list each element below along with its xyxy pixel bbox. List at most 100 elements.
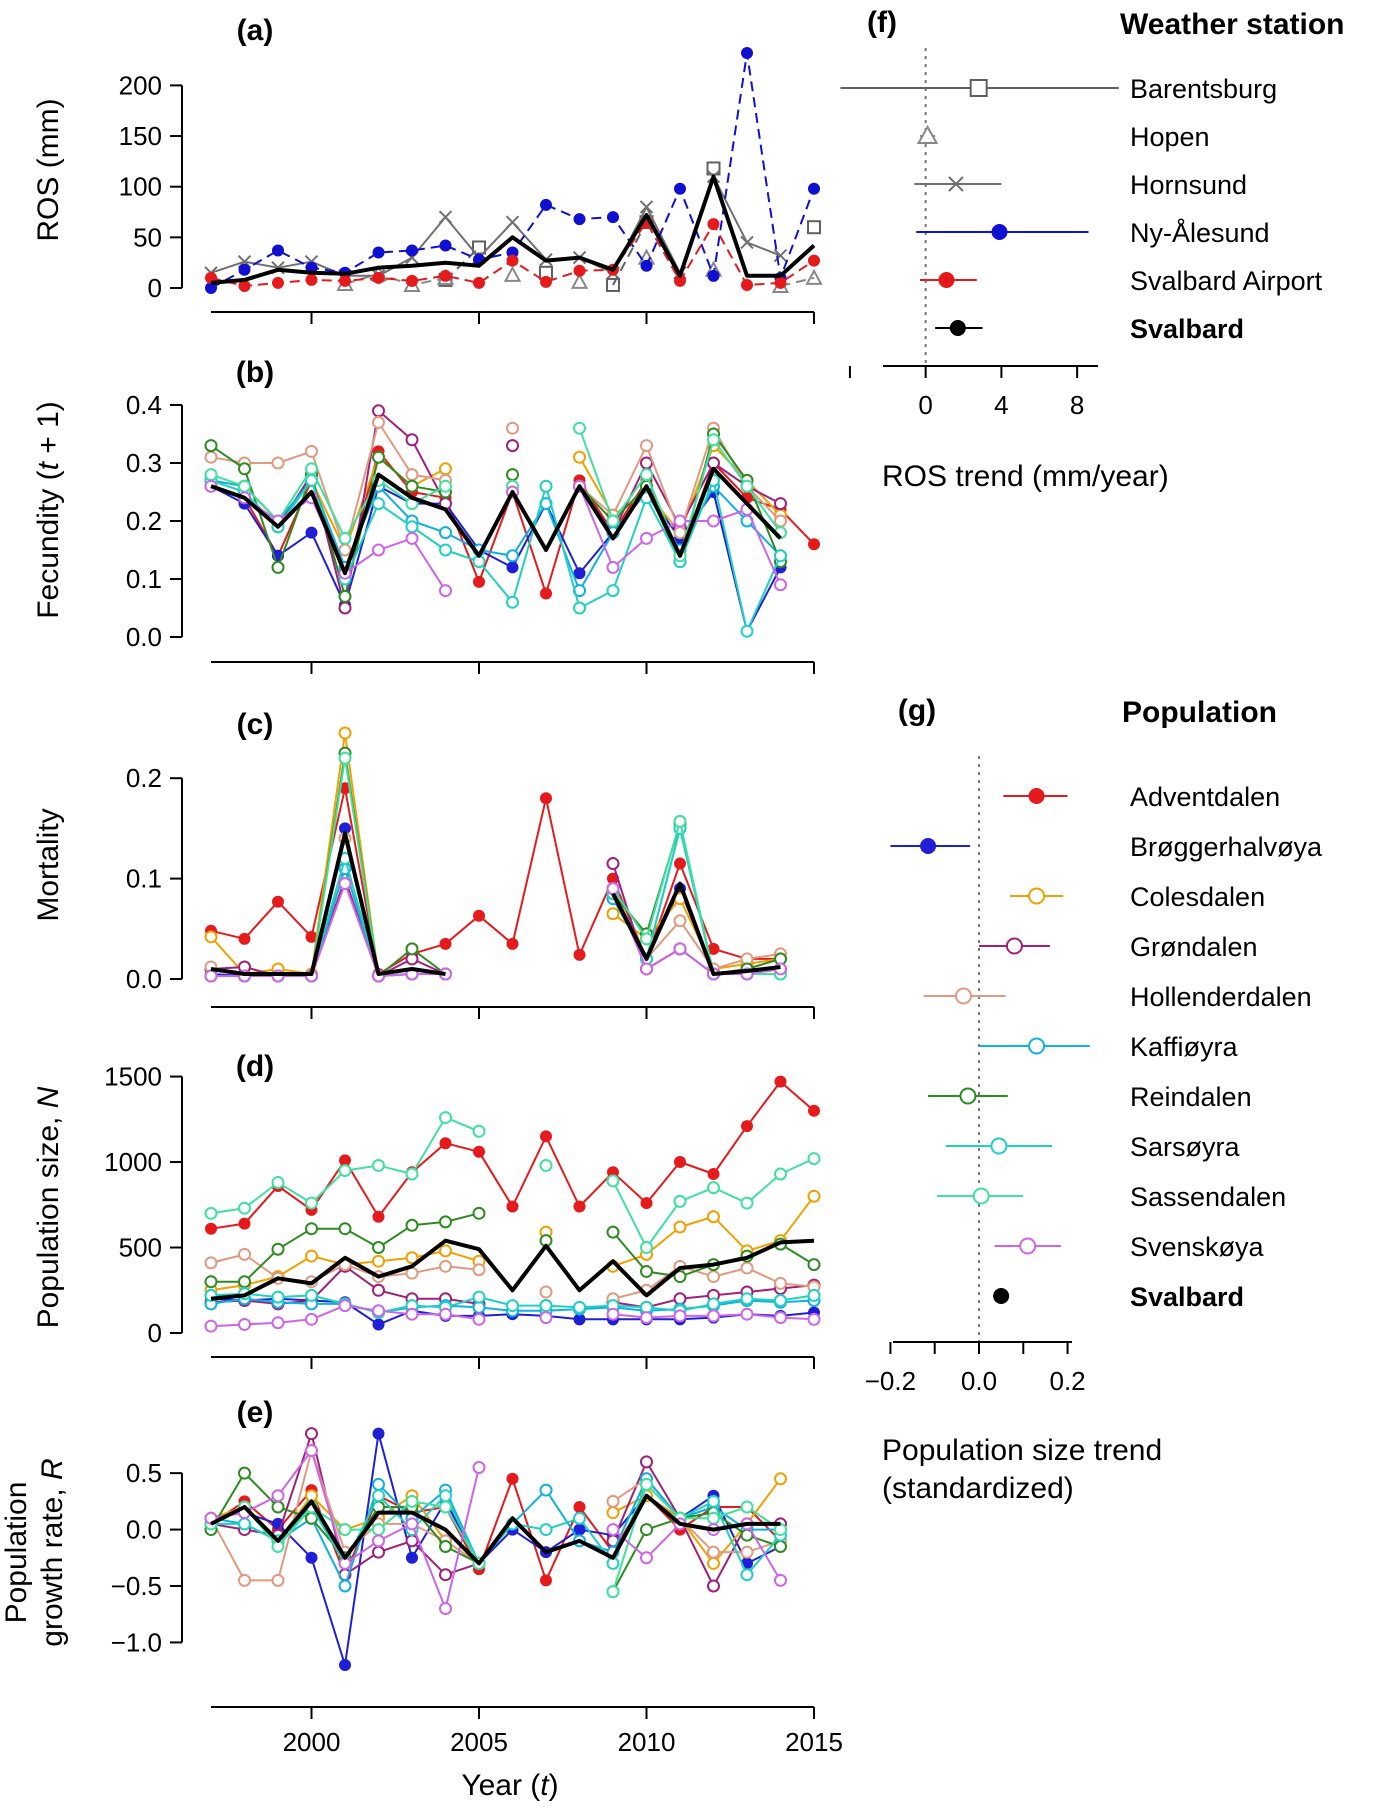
data-point: [673, 814, 687, 828]
series-adventdalen: [205, 782, 787, 980]
category-label: Svalbard: [1130, 1282, 1244, 1312]
data-point: [674, 1156, 686, 1169]
y-label-part: N: [32, 1086, 65, 1108]
legend-title: Population: [1122, 696, 1277, 729]
data-point: [573, 601, 586, 615]
data-point: [238, 932, 251, 945]
y-tick-label: 0.3: [126, 448, 162, 478]
data-point: [606, 882, 620, 896]
data-point: [238, 1247, 251, 1261]
data-point: [372, 246, 385, 259]
data-point: [305, 444, 318, 458]
estimate-point: [949, 320, 966, 336]
y-label-part: Fecundity (: [32, 470, 65, 618]
row-hollenderdalen: Hollenderdalen: [923, 982, 1312, 1012]
data-point: [439, 269, 452, 282]
data-point: [372, 497, 385, 511]
data-point: [740, 479, 754, 493]
data-point: [539, 1285, 553, 1299]
row-barentsburg: Barentsburg: [840, 74, 1277, 104]
data-point: [338, 1579, 352, 1593]
data-point: [674, 857, 686, 870]
data-point: [640, 1523, 653, 1537]
data-point: [439, 543, 452, 557]
data-point: [774, 497, 787, 511]
series-ny-lesund: [205, 46, 820, 294]
y-tick-label: 0.1: [126, 564, 162, 594]
data-point: [573, 1501, 586, 1513]
data-point: [339, 274, 351, 287]
data-point: [741, 278, 753, 291]
data-point: [807, 1152, 821, 1166]
panel-e: −1.0 −0.5 0.0 0.5 2000 2005 2010 2015 (e) Populat…: [0, 1396, 843, 1802]
series-svalbard: [210, 174, 816, 285]
data-point: [238, 1217, 251, 1230]
data-point: [372, 1254, 385, 1268]
series-reindalen: [204, 1466, 787, 1599]
category-label: Adventdalen: [1130, 782, 1280, 812]
data-point: [405, 942, 419, 956]
data-point: [506, 1472, 519, 1485]
data-point: [439, 1244, 452, 1258]
y-axis-label: Fecundity (t + 1): [32, 401, 65, 619]
data-point: [640, 1551, 653, 1565]
data-point: [372, 271, 385, 284]
row-reindalen: Reindalen: [928, 1082, 1252, 1112]
panel-label: (a): [237, 14, 274, 47]
data-point: [774, 1311, 787, 1325]
data-point: [204, 439, 218, 453]
y-tick-label: 50: [133, 222, 162, 252]
data-point: [640, 468, 653, 482]
estimate-point: [993, 1288, 1010, 1304]
data-point: [372, 1534, 385, 1548]
data-point: [539, 1523, 553, 1537]
series-line: [211, 1212, 815, 1283]
data-point: [640, 531, 653, 545]
data-point: [606, 907, 620, 921]
category-label: Reindalen: [1130, 1082, 1252, 1112]
category-label: Svalbard: [1130, 314, 1244, 344]
data-point: [506, 549, 519, 563]
data-point: [338, 543, 352, 557]
data-point: [774, 549, 787, 563]
y-tick-label: 0.1: [126, 864, 162, 894]
data-point: [774, 1075, 787, 1088]
y-tick-label: 0.4: [126, 390, 162, 420]
x-label-part: ): [549, 1769, 559, 1802]
series-svalbard: [210, 831, 781, 976]
data-point: [205, 271, 217, 284]
row-sassendalen: Sassendalen: [936, 1182, 1286, 1212]
category-label: Svenskøya: [1130, 1232, 1265, 1262]
data-point: [473, 909, 485, 922]
data-point: [740, 1307, 754, 1321]
series-line: [210, 174, 816, 285]
data-point: [540, 198, 552, 211]
data-point: [238, 462, 251, 476]
x-axis-label: ROS trend (mm/year): [882, 460, 1169, 493]
data-point: [439, 526, 452, 540]
data-point: [372, 1318, 385, 1331]
y-label-part: + 1): [32, 401, 65, 462]
data-point: [406, 274, 418, 287]
data-point: [573, 1511, 586, 1525]
data-point: [405, 1517, 419, 1531]
row-colesdalen: Colesdalen: [1010, 882, 1265, 912]
x-tick-label: 2010: [618, 1727, 676, 1757]
data-point: [606, 1307, 620, 1321]
data-point: [774, 1276, 787, 1290]
data-point: [372, 1489, 385, 1503]
data-point: [808, 1104, 820, 1117]
data-point: [540, 792, 552, 805]
data-point: [707, 1297, 720, 1311]
x-tick-label: 8: [1070, 390, 1084, 420]
row-br-ggerhalv-ya: Brøggerhalvøya: [890, 832, 1323, 862]
data-point: [707, 514, 720, 528]
panel-b: 0.0 0.1 0.2 0.3 0.4 (b) Fecundity (t + 1): [32, 356, 820, 674]
series-line: [210, 479, 782, 633]
estimate-point: [1028, 1037, 1046, 1055]
data-point: [740, 1500, 754, 1514]
data-point: [405, 531, 419, 545]
data-point: [338, 1164, 352, 1178]
data-point: [741, 46, 753, 59]
